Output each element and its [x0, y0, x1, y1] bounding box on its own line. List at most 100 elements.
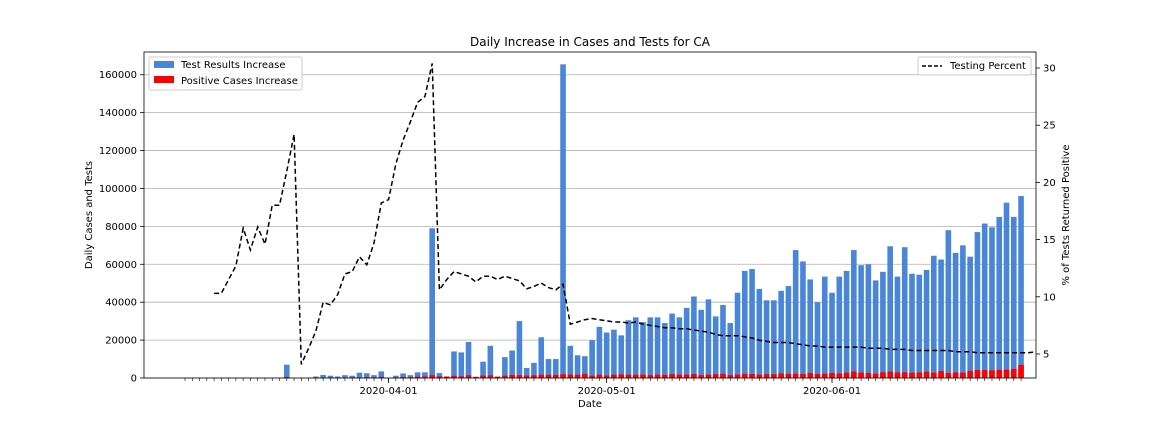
- bar-positive: [618, 374, 624, 378]
- bar-positive: [487, 375, 494, 378]
- bar-positive: [683, 374, 690, 378]
- bar-tests: [996, 216, 1003, 378]
- bar-positive: [858, 372, 864, 378]
- bar-tests: [1010, 216, 1017, 378]
- bar-tests: [662, 323, 668, 378]
- bar-tests: [691, 296, 697, 378]
- bar-positive: [792, 373, 799, 378]
- bar-tests: [727, 323, 734, 378]
- bar-positive: [473, 376, 479, 378]
- bar-tests: [458, 352, 465, 378]
- bar-positive: [741, 373, 748, 378]
- bar-tests: [1003, 202, 1010, 378]
- bar-tests: [872, 280, 879, 378]
- y-tick-label: 120000: [99, 146, 137, 157]
- bar-positive: [785, 373, 792, 378]
- bar-tests: [582, 356, 588, 378]
- bar-tests: [887, 246, 893, 378]
- bar-tests: [465, 341, 472, 378]
- bar-positive: [734, 374, 741, 378]
- bar-tests: [320, 374, 326, 378]
- bar-positive: [691, 374, 697, 378]
- bar-tests: [763, 300, 770, 378]
- bar-tests: [632, 317, 639, 378]
- bar-tests: [378, 371, 385, 378]
- bar-positive: [901, 372, 908, 378]
- legend-right: Testing Percent: [917, 56, 1032, 76]
- bar-positive: [705, 374, 712, 378]
- bar-positive: [945, 373, 952, 378]
- bar-positive: [538, 374, 545, 378]
- bar-positive: [843, 372, 850, 378]
- bar-tests: [800, 261, 806, 378]
- bar-tests: [283, 364, 290, 378]
- bar-positive: [851, 371, 857, 378]
- bar-tests: [938, 259, 944, 378]
- bars: [283, 64, 1024, 379]
- bar-positive: [429, 375, 435, 378]
- bar-tests: [313, 376, 319, 378]
- bar-positive: [749, 374, 755, 378]
- x-tick-label: 2020-05-01: [578, 386, 636, 397]
- bar-positive: [778, 373, 784, 378]
- bar-positive: [451, 375, 457, 378]
- x-tick-label: 2020-04-01: [359, 386, 417, 397]
- bar-tests: [712, 316, 719, 378]
- y-tick-label: 60000: [105, 260, 137, 271]
- bar-positive: [952, 372, 959, 378]
- bar-tests: [327, 375, 334, 378]
- bar-tests: [836, 276, 843, 378]
- bar-positive: [632, 374, 639, 378]
- bar-tests: [981, 223, 988, 378]
- bar-tests: [843, 270, 850, 378]
- bar-positive: [625, 374, 632, 378]
- bar-tests: [829, 292, 835, 378]
- bar-positive: [923, 371, 930, 378]
- bar-positive: [771, 374, 777, 378]
- bar-tests: [371, 375, 377, 378]
- x-axis-label: Date: [578, 399, 602, 410]
- bar-tests: [909, 273, 915, 378]
- bar-tests: [363, 373, 370, 378]
- bar-tests: [429, 228, 435, 378]
- bar-tests: [603, 332, 610, 378]
- plot-background: [144, 52, 1036, 378]
- bar-tests: [974, 232, 981, 378]
- bar-positive: [283, 377, 290, 378]
- bar-positive: [582, 373, 588, 378]
- bar-tests: [596, 326, 603, 378]
- legend-left-frame: [148, 56, 303, 91]
- bar-positive: [938, 371, 944, 378]
- bar-positive: [931, 372, 937, 378]
- bar-positive: [378, 376, 385, 378]
- bar-positive: [443, 376, 450, 378]
- y-tick-label: 80000: [105, 222, 137, 233]
- bar-tests: [880, 271, 886, 378]
- y2-tick-label: 15: [1043, 235, 1056, 246]
- bar-tests: [538, 337, 545, 378]
- y2-tick-label: 5: [1043, 349, 1049, 360]
- bar-tests: [625, 320, 632, 378]
- bar-positive: [756, 374, 763, 378]
- bar-tests: [676, 317, 683, 378]
- bar-positive: [611, 374, 617, 378]
- bar-positive: [509, 374, 515, 378]
- bar-positive: [712, 374, 719, 378]
- bar-positive: [567, 374, 574, 378]
- bar-tests: [451, 351, 457, 378]
- bar-positive: [465, 375, 472, 378]
- bar-tests: [407, 375, 414, 378]
- bar-tests: [618, 335, 624, 378]
- bar-tests: [487, 345, 494, 378]
- legend-label-percent: Testing Percent: [949, 61, 1026, 72]
- bar-positive: [516, 375, 523, 378]
- bar-tests: [931, 255, 937, 378]
- bar-positive: [502, 375, 508, 378]
- bar-tests: [509, 350, 515, 378]
- bar-positive: [909, 372, 915, 378]
- bar-positive: [1003, 369, 1010, 378]
- bar-tests: [785, 286, 792, 378]
- bar-tests: [356, 372, 363, 378]
- bar-positive: [836, 373, 843, 378]
- bar-tests: [858, 265, 864, 378]
